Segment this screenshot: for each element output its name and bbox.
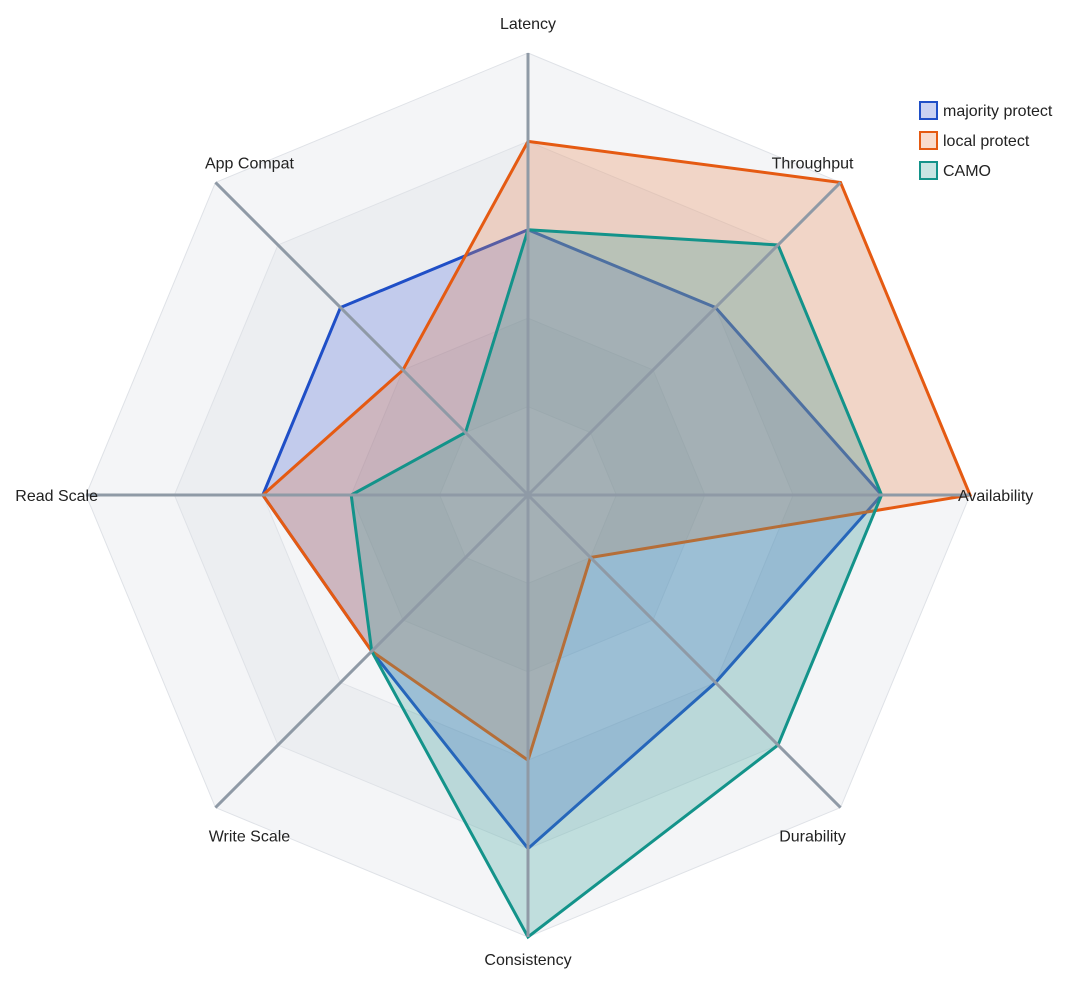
radar-spokes xyxy=(86,53,970,937)
legend-item-local-protect[interactable]: local protect xyxy=(919,131,1030,150)
legend: majority protect local protect CAMO xyxy=(919,101,1053,180)
legend-swatch-camo xyxy=(919,161,938,180)
legend-item-majority-protect[interactable]: majority protect xyxy=(919,101,1053,120)
legend-label-local-protect: local protect xyxy=(943,133,1030,150)
axis-label-availability: Availability xyxy=(958,488,1033,505)
axis-label-read-scale: Read Scale xyxy=(15,488,98,505)
axis-label-latency: Latency xyxy=(500,16,556,33)
axis-spoke-write-scale xyxy=(214,493,530,809)
axis-label-durability: Durability xyxy=(779,829,846,846)
axis-labels: Latency Throughput Availability Durability C… xyxy=(15,16,1033,969)
axis-spoke-throughput xyxy=(526,181,842,497)
axis-label-throughput: Throughput xyxy=(772,155,854,172)
axis-label-app-compat: App Compat xyxy=(205,155,294,172)
axis-spoke-app-compat xyxy=(214,181,530,497)
legend-swatch-majority-protect xyxy=(919,101,938,120)
legend-item-camo[interactable]: CAMO xyxy=(919,161,991,180)
legend-swatch-local-protect xyxy=(919,131,938,150)
axis-label-consistency: Consistency xyxy=(484,952,571,969)
axis-label-write-scale: Write Scale xyxy=(209,829,291,846)
legend-label-camo: CAMO xyxy=(943,163,991,180)
axis-spoke-durability xyxy=(526,493,842,809)
legend-label-majority-protect: majority protect xyxy=(943,103,1053,120)
